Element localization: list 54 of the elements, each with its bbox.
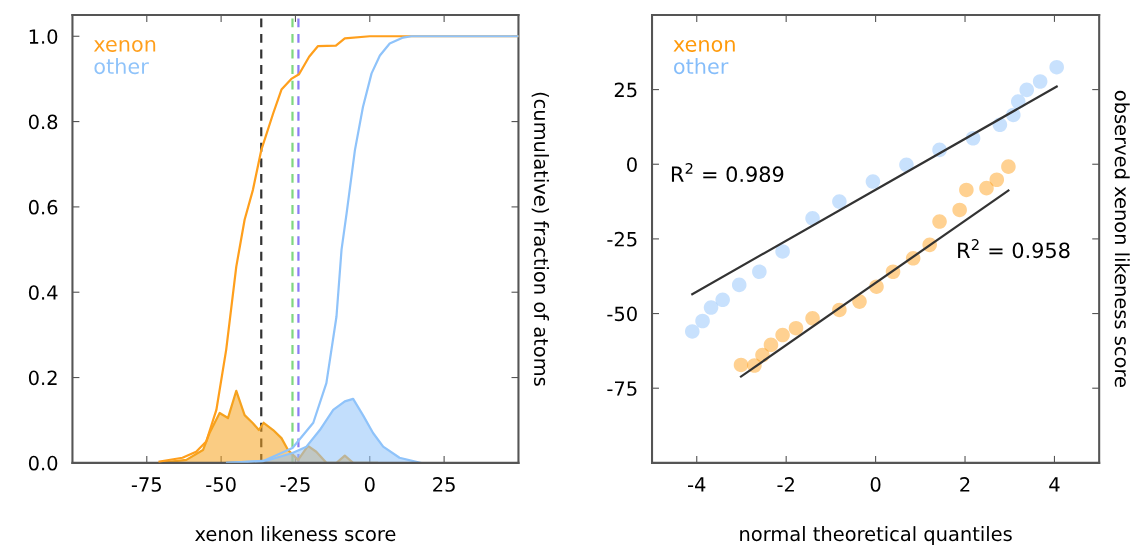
point (775, 327, 790, 343)
text: xenon (673, 39, 735, 52)
x-tick-label: -4 (688, 477, 706, 492)
point (752, 264, 767, 280)
annotation: R$^{2}$ = 0.958 (958, 239, 1070, 259)
point (788, 320, 804, 336)
text: xenon (93, 39, 156, 52)
x-tick-label: 2 (960, 477, 970, 492)
point (684, 324, 700, 339)
point (832, 194, 847, 209)
x-tick-label: -2 (777, 477, 794, 492)
y-tick-label: 0.0 (28, 455, 58, 471)
point (731, 277, 747, 293)
point (932, 214, 947, 229)
x-tick-label: 0 (364, 477, 375, 492)
y-tick-label: 0 (627, 157, 637, 172)
point (959, 182, 974, 198)
point (805, 311, 820, 326)
point (989, 172, 1005, 188)
x-tick-label: 0 (870, 477, 881, 492)
x-axis-title: xenon likeness score (195, 526, 396, 542)
point (775, 244, 790, 259)
y-axis-title: (cumulative) fraction of atoms (531, 92, 550, 386)
y-tick-label: 0.2 (28, 370, 57, 386)
annotation: R$^{2}$ = 0.989 (671, 162, 784, 183)
x-tick-label: -50 (206, 477, 236, 492)
text: other (94, 58, 149, 75)
y-axis-title: observed xenon likeness score (1114, 90, 1130, 387)
y-tick-label: 0.8 (28, 114, 58, 130)
point (979, 180, 994, 196)
point (695, 313, 710, 329)
y-tick-label: -50 (607, 306, 637, 322)
x-tick-label: 25 (433, 477, 455, 492)
point (1001, 159, 1016, 174)
point (1049, 59, 1064, 75)
point (703, 300, 719, 315)
point (715, 292, 730, 308)
point (952, 202, 967, 218)
y-tick-label: -25 (607, 231, 637, 247)
point (733, 357, 749, 373)
text: other (674, 58, 729, 75)
point (763, 337, 779, 353)
x-tick-label: 4 (1049, 477, 1060, 492)
y-tick-label: 0.6 (28, 199, 58, 215)
point (1032, 74, 1048, 89)
y-tick-label: 25 (614, 82, 637, 98)
point (865, 174, 881, 189)
x-axis-title: normal theoretical quantiles (740, 526, 1012, 545)
x-tick-label: -25 (280, 477, 310, 492)
y-tick-label: -75 (607, 381, 637, 396)
y-tick-label: 0.4 (28, 285, 58, 300)
x-tick-label: -75 (131, 477, 161, 492)
point (1019, 82, 1035, 98)
y-tick-label: 1.0 (29, 29, 58, 44)
